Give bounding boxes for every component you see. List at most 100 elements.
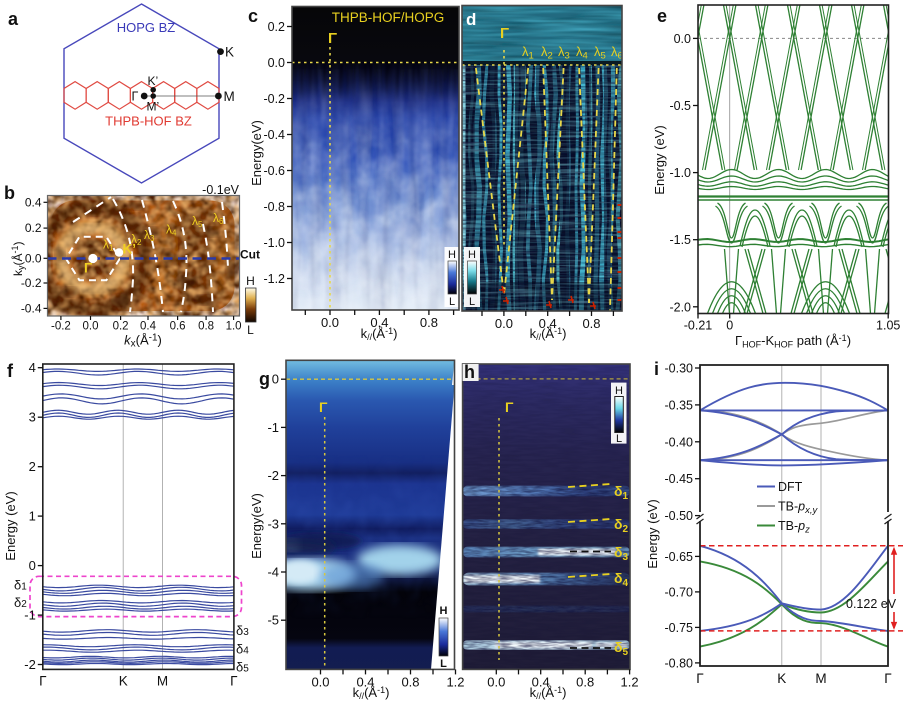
svg-text:Γ: Γ [696, 671, 704, 686]
svg-text:-3: -3 [267, 516, 279, 531]
svg-text:-1.2: -1.2 [263, 272, 285, 286]
svg-text:Γ: Γ [84, 261, 92, 276]
svg-text:-0.40: -0.40 [665, 435, 694, 449]
svg-text:1.05: 1.05 [876, 319, 900, 333]
svg-text:Energy (eV): Energy (eV) [645, 499, 660, 568]
svg-text:-2: -2 [24, 657, 36, 672]
svg-text:-0.8: -0.8 [263, 200, 285, 214]
svg-text:k//(Å-1): k//(Å-1) [353, 685, 390, 701]
svg-text:0: 0 [272, 372, 279, 387]
svg-text:0.6: 0.6 [170, 321, 186, 333]
svg-text:Γ: Γ [500, 25, 509, 42]
svg-text:L: L [469, 296, 475, 308]
svg-text:H: H [615, 385, 623, 397]
svg-text:ΓHOF-KHOF path (Å-1): ΓHOF-KHOF path (Å-1) [735, 333, 851, 350]
svg-text:1.2: 1.2 [621, 674, 639, 689]
svg-text:0.2: 0.2 [25, 221, 42, 235]
svg-text:TB-px,y: TB-px,y [778, 500, 818, 517]
svg-text:-1.0: -1.0 [669, 166, 691, 180]
svg-text:0.0: 0.0 [311, 674, 329, 689]
svg-text:0.2: 0.2 [268, 20, 285, 34]
svg-text:ky(Å-1): ky(Å-1) [10, 241, 26, 276]
svg-text:0.0: 0.0 [83, 321, 99, 333]
svg-text:-0.65: -0.65 [665, 550, 694, 564]
svg-text:TB-pz: TB-pz [778, 519, 810, 536]
svg-text:M: M [157, 673, 168, 688]
svg-text:λ3: λ3 [144, 228, 155, 243]
svg-text:0: 0 [29, 558, 36, 573]
svg-text:Γ: Γ [39, 673, 47, 688]
svg-text:-0.1eV: -0.1eV [202, 183, 239, 197]
svg-text:0.4: 0.4 [539, 316, 557, 331]
svg-text:THPB-HOF/HOPG: THPB-HOF/HOPG [332, 10, 445, 25]
svg-text:δ5: δ5 [236, 660, 249, 675]
svg-text:0.0: 0.0 [674, 32, 691, 46]
svg-text:λ1: λ1 [103, 238, 114, 253]
svg-text:0.8: 0.8 [401, 674, 419, 689]
svg-text:-0.80: -0.80 [665, 656, 694, 670]
svg-text:4: 4 [29, 360, 36, 375]
svg-text:K: K [225, 45, 234, 60]
svg-text:K: K [119, 673, 128, 688]
svg-text:0: 0 [726, 319, 733, 333]
svg-text:Γ: Γ [505, 399, 514, 415]
svg-text:0.0: 0.0 [487, 674, 505, 689]
svg-text:λ4: λ4 [166, 223, 177, 238]
svg-text:-0.45: -0.45 [665, 472, 694, 486]
svg-text:DFT: DFT [778, 480, 803, 494]
svg-text:0.4: 0.4 [356, 674, 374, 689]
svg-text:M: M [815, 671, 826, 686]
svg-text:0.122 eV: 0.122 eV [846, 597, 897, 611]
svg-text:f: f [7, 361, 14, 381]
svg-text:δ3: δ3 [236, 623, 249, 638]
svg-text:kx(Å-1): kx(Å-1) [124, 333, 162, 350]
svg-text:λ6: λ6 [611, 44, 623, 62]
svg-text:M’: M’ [147, 100, 160, 114]
svg-text:1: 1 [29, 509, 36, 524]
svg-text:-1: -1 [24, 608, 36, 623]
svg-text:δ1: δ1 [14, 578, 27, 593]
svg-text:-5: -5 [267, 613, 279, 628]
svg-text:-0.50: -0.50 [665, 509, 694, 523]
svg-text:K’: K’ [123, 242, 137, 257]
svg-text:H: H [246, 274, 255, 288]
svg-text:c: c [248, 6, 258, 26]
svg-text:λ3: λ3 [558, 44, 570, 62]
svg-text:λ2: λ2 [131, 232, 142, 247]
svg-text:THPB-HOF BZ: THPB-HOF BZ [105, 114, 192, 129]
svg-text:k//(Å-1): k//(Å-1) [530, 326, 567, 342]
svg-text:0.0: 0.0 [321, 315, 339, 330]
svg-text:0.2: 0.2 [113, 321, 129, 333]
svg-text:λ4: λ4 [576, 44, 588, 62]
svg-text:λ5: λ5 [594, 44, 606, 62]
svg-text:-0.4: -0.4 [263, 128, 285, 142]
svg-text:Γ: Γ [328, 30, 337, 47]
svg-text:λ6: λ6 [213, 211, 224, 226]
svg-text:Energy(eV): Energy(eV) [249, 493, 264, 559]
svg-text:K: K [777, 671, 786, 686]
svg-text:-0.2: -0.2 [21, 276, 42, 290]
svg-text:0.4: 0.4 [140, 321, 157, 333]
svg-text:L: L [247, 323, 254, 337]
svg-text:Γ: Γ [230, 673, 238, 688]
svg-text:0.8: 0.8 [420, 315, 438, 330]
svg-text:k//(Å-1): k//(Å-1) [361, 326, 398, 342]
svg-text:Γ: Γ [884, 671, 892, 686]
svg-text:d: d [466, 10, 476, 29]
svg-text:g: g [259, 369, 270, 389]
svg-text:Γ: Γ [319, 399, 328, 415]
svg-text:Γ: Γ [132, 90, 139, 104]
svg-text:-2: -2 [267, 468, 279, 483]
svg-text:-0.2: -0.2 [263, 92, 285, 106]
svg-text:-0.6: -0.6 [263, 164, 285, 178]
svg-text:0.8: 0.8 [198, 321, 214, 333]
svg-text:Energy(eV): Energy(eV) [249, 120, 264, 186]
svg-text:λ5: λ5 [192, 214, 203, 229]
svg-text:0.8: 0.8 [576, 674, 594, 689]
svg-text:k//(Å-1): k//(Å-1) [530, 685, 567, 701]
svg-text:-1.0: -1.0 [263, 236, 285, 250]
svg-text:L: L [449, 296, 455, 308]
svg-text:0.0: 0.0 [268, 56, 285, 70]
svg-text:L: L [616, 433, 622, 445]
svg-text:H: H [440, 605, 448, 617]
